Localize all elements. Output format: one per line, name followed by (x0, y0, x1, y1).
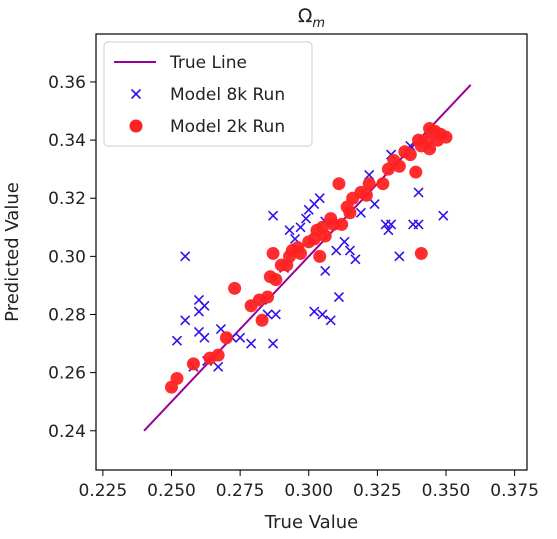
model-2k-point (403, 148, 417, 162)
model-8k-point (317, 309, 328, 320)
y-tick-label: 0.26 (48, 364, 86, 384)
legend-items: True Line Model 8k Run Model 2k Run (114, 53, 285, 137)
model-8k-point (333, 291, 345, 303)
x-tick-label: 0.350 (422, 481, 471, 501)
model-8k-point (268, 338, 279, 349)
legend-item-model-8k-run: Model 8k Run (130, 85, 285, 105)
model-8k-point (325, 315, 336, 326)
model-2k-point (313, 249, 327, 263)
model-8k-point (171, 335, 183, 346)
model-8k-point (383, 225, 394, 236)
x-tick-label: 0.225 (79, 481, 128, 501)
model-2k-point (186, 357, 200, 371)
model-2k-point (228, 281, 242, 295)
legend: True Line Model 8k Run Model 2k Run (103, 41, 313, 147)
model-2k-point (261, 290, 275, 304)
model-8k-point (386, 219, 397, 230)
legend-item-model-2k-run: Model 2k Run (129, 117, 285, 137)
axis-ticks: 0.225 0.250 0.275 0.300 0.325 0.350 0.375 0.24 0… (48, 73, 539, 501)
model-8k-point (339, 236, 350, 247)
model-8k-point (413, 219, 424, 230)
model-8k-point (235, 332, 246, 343)
plot-frame (95, 33, 528, 471)
model-8k-point (394, 251, 405, 262)
y-tick-label: 0.32 (48, 189, 86, 209)
model-8k-point (369, 198, 380, 210)
plot-area (95, 33, 528, 471)
model-8k-point (344, 245, 355, 256)
model-2k-point (211, 348, 225, 362)
chart-title-base: Ω (298, 5, 313, 27)
x-tick-label: 0.250 (147, 481, 196, 501)
model-8k-point (270, 309, 281, 320)
model-8k-point (246, 338, 257, 349)
y-tick-label: 0.24 (48, 422, 86, 442)
chart-title: Ωm (298, 5, 325, 31)
model-8k-point (355, 207, 366, 218)
series-model-2k-run (164, 121, 453, 394)
model-2k-point (392, 159, 406, 173)
x-axis-label: True Value (264, 512, 358, 533)
model-8k-point (331, 245, 342, 256)
model-8k-point (268, 210, 279, 221)
model-2k-point (294, 246, 308, 260)
model-2k-point (414, 246, 428, 260)
legend-label: Model 2k Run (170, 117, 285, 137)
legend-label: Model 8k Run (170, 85, 285, 105)
model-2k-point (170, 371, 184, 385)
model-2k-point (335, 217, 349, 231)
legend-item-true-line: True Line (114, 53, 247, 73)
model-2k-point (409, 165, 423, 179)
model-8k-point (314, 193, 325, 204)
model-8k-point (199, 300, 210, 311)
model-2k-point (343, 206, 357, 220)
data-series (143, 84, 472, 432)
model-8k-point (295, 222, 306, 233)
model-2k-point (255, 313, 269, 327)
model-8k-point (180, 315, 191, 326)
model-2k-point (439, 130, 453, 144)
model-2k-point (376, 177, 390, 191)
model-8k-point (438, 210, 449, 221)
model-2k-point (266, 246, 280, 260)
legend-x-swatch (130, 88, 142, 100)
model-2k-point (362, 177, 376, 191)
model-8k-point (180, 251, 191, 262)
y-tick-label: 0.28 (48, 305, 86, 325)
model-8k-point (413, 187, 424, 198)
model-8k-point (309, 306, 320, 317)
chart-title-subscript: m (312, 16, 325, 31)
legend-circle-swatch (129, 119, 143, 133)
x-tick-label: 0.325 (353, 481, 402, 501)
model-2k-point (219, 331, 233, 345)
model-8k-point (350, 254, 361, 265)
model-2k-point (359, 188, 373, 202)
model-8k-point (284, 225, 295, 236)
x-tick-label: 0.275 (216, 481, 265, 501)
y-axis-label: Predicted Value (2, 182, 23, 322)
model-8k-point (213, 361, 224, 372)
y-tick-label: 0.36 (48, 73, 86, 93)
y-tick-label: 0.34 (48, 131, 86, 151)
y-tick-label: 0.30 (48, 247, 86, 267)
legend-box (103, 41, 313, 147)
model-2k-point (423, 142, 437, 156)
model-2k-point (318, 229, 332, 243)
model-2k-point (332, 177, 346, 191)
model-8k-point (300, 213, 312, 224)
x-tick-label: 0.300 (284, 481, 333, 501)
x-tick-label: 0.375 (490, 481, 539, 501)
model-2k-point (269, 273, 283, 287)
legend-label: True Line (169, 53, 247, 73)
model-8k-point (320, 265, 331, 276)
model-8k-point (199, 332, 210, 343)
